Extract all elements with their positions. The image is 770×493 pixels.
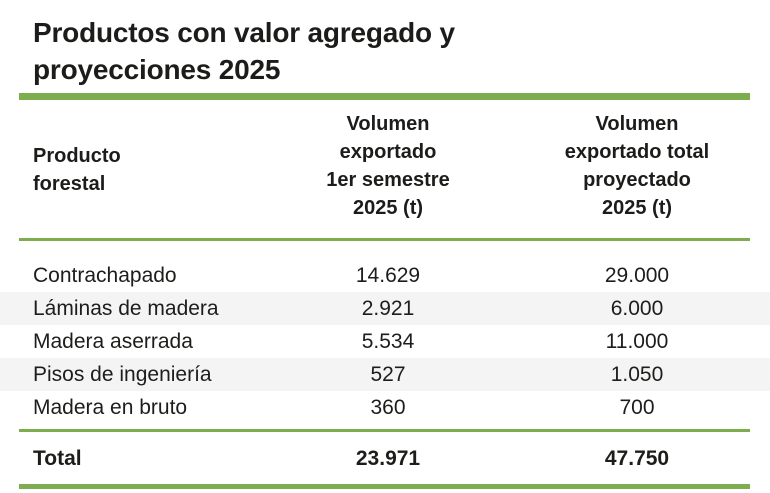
semester-volume-cell: 527: [370, 363, 406, 386]
projected-volume-cell: 6.000: [610, 297, 664, 320]
semester-volume-cell: 2.921: [361, 297, 415, 320]
projected-volume-cell: 29.000: [604, 264, 670, 287]
page-title-line2: proyecciones 2025: [33, 54, 281, 85]
total-projected-value: 47.750: [604, 447, 670, 470]
product-name-cell: Láminas de madera: [33, 297, 219, 320]
projected-volume-cell: 1.050: [610, 363, 664, 386]
total-label: Total: [33, 447, 82, 470]
page-title: Productos con valor agregado y proyeccio…: [33, 14, 733, 88]
semester-volume-cell: 360: [370, 396, 406, 419]
title-divider-rule: [19, 93, 750, 100]
column-header-projected-volume: Volumen exportado total proyectado 2025 …: [564, 113, 710, 219]
total-divider-rule: [19, 429, 750, 432]
semester-volume-cell: 5.534: [361, 330, 415, 353]
projected-volume-cell: 700: [619, 396, 655, 419]
page-title-line1: Productos con valor agregado y: [33, 17, 455, 48]
table-rows: Contrachapado 14.629 29.000 Láminas de m…: [0, 259, 770, 424]
product-name-cell: Contrachapado: [33, 264, 177, 287]
product-name-cell: Pisos de ingeniería: [33, 363, 212, 386]
semester-volume-cell: 14.629: [355, 264, 421, 287]
header-divider-rule: [19, 238, 750, 241]
table-row: Madera aserrada 5.534 11.000: [0, 325, 770, 358]
product-name-cell: Madera en bruto: [33, 396, 188, 419]
total-semester-value: 23.971: [355, 447, 421, 470]
table-row: Pisos de ingeniería 527 1.050: [0, 358, 770, 391]
bottom-border-rule: [19, 484, 750, 489]
projected-volume-cell: 11.000: [605, 330, 669, 353]
table-row: Madera en bruto 360 700: [0, 391, 770, 424]
column-header-semester-volume: Volumen exportado 1er semestre 2025 (t): [326, 113, 450, 219]
column-header-product: Producto forestal: [33, 145, 121, 195]
product-name-cell: Madera aserrada: [33, 330, 193, 353]
table-row: Láminas de madera 2.921 6.000: [0, 292, 770, 325]
total-row: Total 23.971 47.750: [0, 442, 770, 476]
table-row: Contrachapado 14.629 29.000: [0, 259, 770, 292]
